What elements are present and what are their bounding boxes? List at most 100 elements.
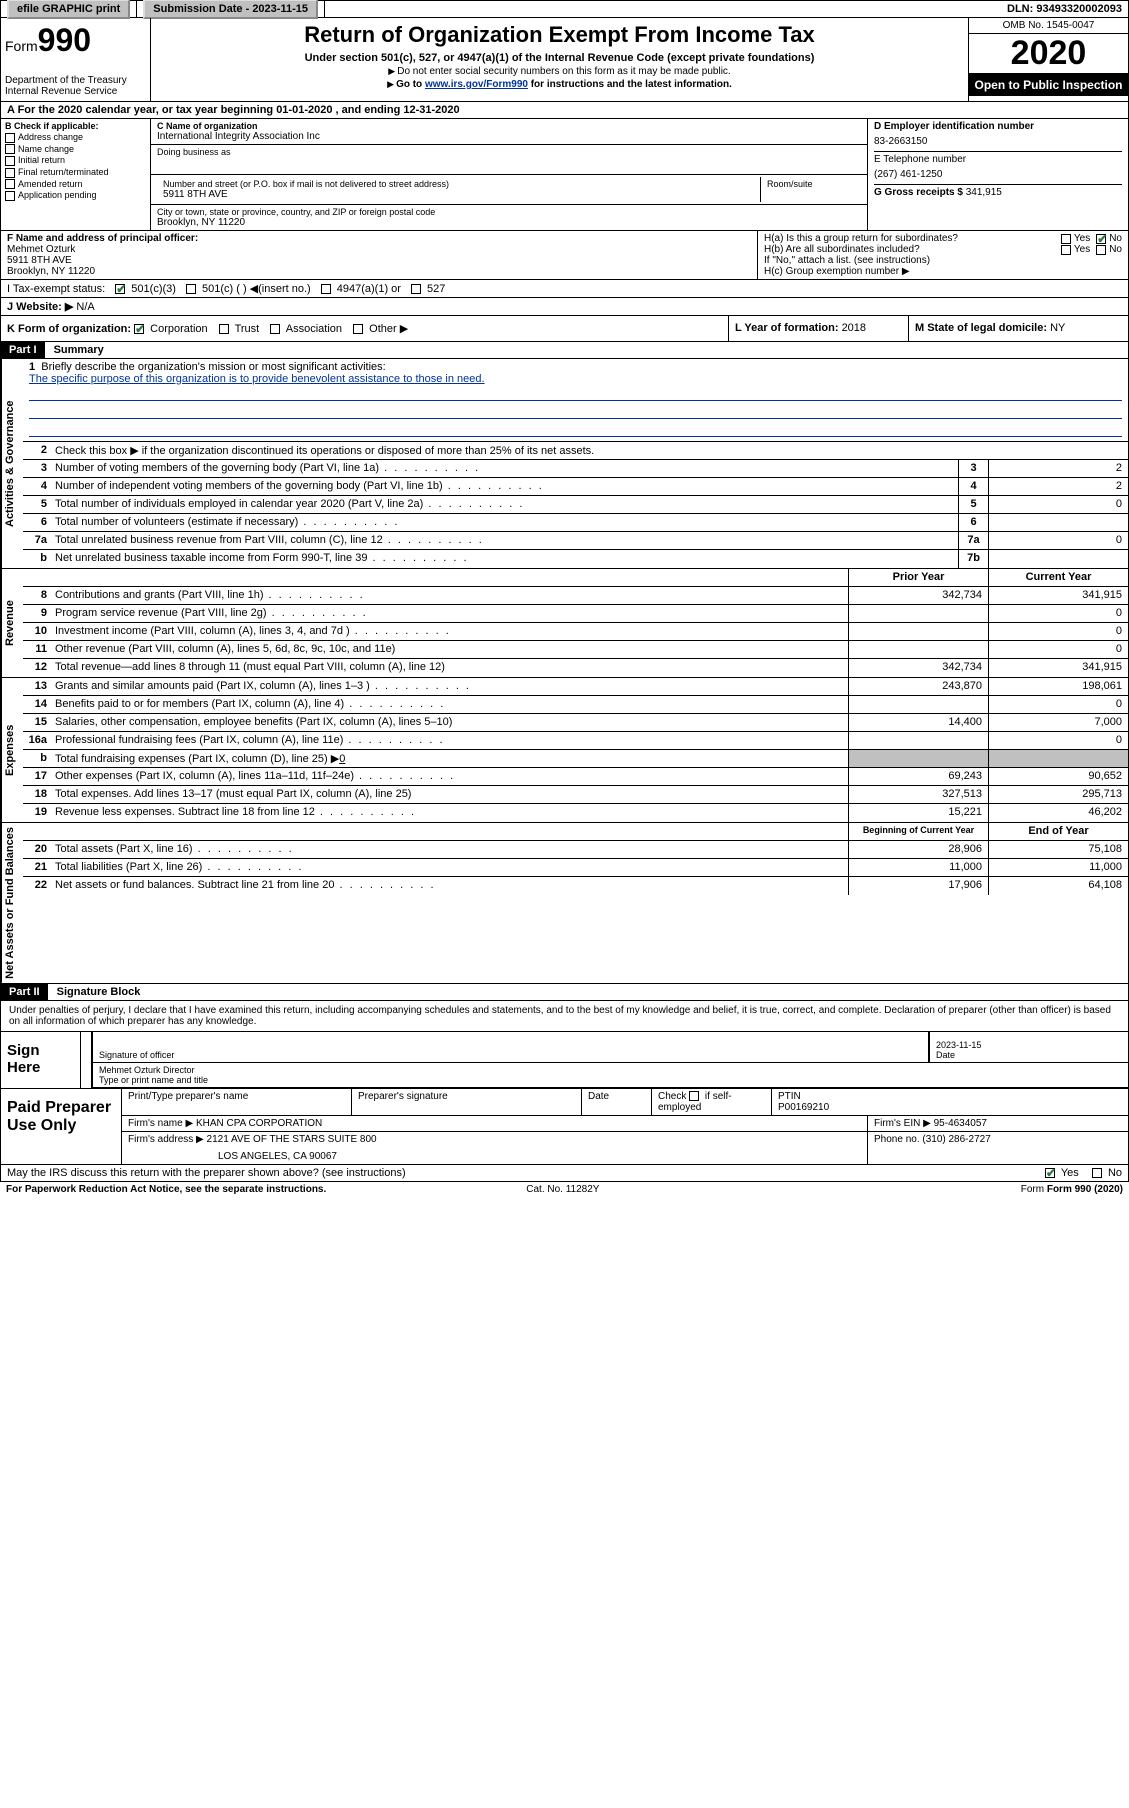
dept-text: Department of the Treasury Internal Reve… bbox=[5, 75, 146, 97]
discuss-row: May the IRS discuss this return with the… bbox=[0, 1165, 1129, 1182]
block-expenses: Expenses 13Grants and similar amounts pa… bbox=[0, 678, 1129, 823]
box-d: D Employer identification number 83-2663… bbox=[868, 119, 1128, 230]
l10: Investment income (Part VIII, column (A)… bbox=[55, 625, 350, 637]
note-goto-post: for instructions and the latest informat… bbox=[528, 79, 732, 90]
hb-label: H(b) Are all subordinates included? bbox=[764, 244, 1061, 255]
cb-amended-return[interactable]: Amended return bbox=[5, 179, 146, 190]
mission-blank bbox=[29, 423, 1122, 437]
prep-h5: PTINP00169210 bbox=[772, 1089, 1128, 1115]
cb-address-change[interactable]: Address change bbox=[5, 132, 146, 143]
discuss-no[interactable] bbox=[1092, 1168, 1102, 1178]
c15: 7,000 bbox=[988, 714, 1128, 731]
part1-title: Summary bbox=[48, 342, 110, 358]
website-value: N/A bbox=[76, 301, 94, 313]
l14: Benefits paid to or for members (Part IX… bbox=[55, 698, 344, 710]
paperwork-text: For Paperwork Reduction Act Notice, see … bbox=[6, 1184, 326, 1195]
cb-527[interactable] bbox=[411, 284, 421, 294]
cb-4947[interactable] bbox=[321, 284, 331, 294]
p18: 327,513 bbox=[848, 786, 988, 803]
submission-button[interactable]: Submission Date - 2023-11-15 bbox=[143, 0, 318, 19]
p16b-shaded bbox=[848, 750, 988, 767]
header-mid: Return of Organization Exempt From Incom… bbox=[151, 18, 968, 101]
sig-date-cell: 2023-11-15 Date bbox=[928, 1032, 1128, 1063]
l20: Total assets (Part X, line 16) bbox=[55, 843, 193, 855]
cb-trust[interactable] bbox=[219, 324, 229, 334]
section-bcd: B Check if applicable: Address change Na… bbox=[0, 119, 1129, 231]
p16a bbox=[848, 732, 988, 749]
footer: For Paperwork Reduction Act Notice, see … bbox=[0, 1182, 1129, 1197]
dln-text: DLN: 93493320002093 bbox=[1001, 1, 1128, 17]
discuss-text: May the IRS discuss this return with the… bbox=[7, 1167, 406, 1179]
part2-title: Signature Block bbox=[51, 984, 147, 1000]
c9: 0 bbox=[988, 605, 1128, 622]
p17: 69,243 bbox=[848, 768, 988, 785]
c19: 46,202 bbox=[988, 804, 1128, 822]
v7a: 0 bbox=[988, 532, 1128, 549]
irs-link[interactable]: www.irs.gov/Form990 bbox=[425, 79, 528, 90]
ha-no[interactable] bbox=[1096, 234, 1106, 244]
cb-assoc[interactable] bbox=[270, 324, 280, 334]
mission-link[interactable]: The specific purpose of this organizatio… bbox=[29, 373, 485, 385]
section-klm: K Form of organization: Corporation Trus… bbox=[0, 316, 1129, 342]
l3: Number of voting members of the governin… bbox=[55, 462, 379, 474]
cb-name-change[interactable]: Name change bbox=[5, 144, 146, 155]
sign-here-label: Sign Here bbox=[1, 1032, 81, 1088]
p12: 342,734 bbox=[848, 659, 988, 677]
form-ref: Form Form 990 (2020) bbox=[1021, 1184, 1123, 1195]
c8: 341,915 bbox=[988, 587, 1128, 604]
cb-corp[interactable] bbox=[134, 324, 144, 334]
inspection-label: Open to Public Inspection bbox=[969, 74, 1128, 96]
l13: Grants and similar amounts paid (Part IX… bbox=[55, 680, 370, 692]
part1-header: Part I Summary bbox=[0, 342, 1129, 359]
room-label: Room/suite bbox=[761, 177, 861, 202]
p15: 14,400 bbox=[848, 714, 988, 731]
l9: Program service revenue (Part VIII, line… bbox=[55, 607, 267, 619]
firm-addr-label: Firm's address ▶ bbox=[128, 1134, 204, 1145]
discuss-yes[interactable] bbox=[1045, 1168, 1055, 1178]
cb-final-return[interactable]: Final return/terminated bbox=[5, 167, 146, 178]
l17: Other expenses (Part IX, column (A), lin… bbox=[55, 770, 354, 782]
firm-label: Firm's name ▶ bbox=[128, 1118, 193, 1129]
gross-value: 341,915 bbox=[966, 187, 1002, 198]
section-fh: F Name and address of principal officer:… bbox=[0, 231, 1129, 280]
l11: Other revenue (Part VIII, column (A), li… bbox=[55, 643, 395, 655]
hb-yes[interactable] bbox=[1061, 245, 1071, 255]
c12: 341,915 bbox=[988, 659, 1128, 677]
period-row: A For the 2020 calendar year, or tax yea… bbox=[0, 102, 1129, 119]
cat-no: Cat. No. 11282Y bbox=[526, 1184, 599, 1195]
org-name: International Integrity Association Inc bbox=[157, 131, 861, 142]
status-row: I Tax-exempt status: 501(c)(3) 501(c) ( … bbox=[0, 280, 1129, 298]
firm-ein: 95-4634057 bbox=[934, 1118, 987, 1129]
cb-501c3[interactable] bbox=[115, 284, 125, 294]
vtab-revenue: Revenue bbox=[1, 569, 23, 677]
l7b: Net unrelated business taxable income fr… bbox=[55, 552, 367, 564]
p13: 243,870 bbox=[848, 678, 988, 695]
c18: 295,713 bbox=[988, 786, 1128, 803]
ein-label: D Employer identification number bbox=[874, 121, 1122, 132]
cb-initial-return[interactable]: Initial return bbox=[5, 155, 146, 166]
cb-other[interactable] bbox=[353, 324, 363, 334]
l12: Total revenue—add lines 8 through 11 (mu… bbox=[55, 661, 445, 673]
firm-ein-label: Firm's EIN ▶ bbox=[874, 1118, 931, 1129]
hb-no[interactable] bbox=[1096, 245, 1106, 255]
form-title: Return of Organization Exempt From Incom… bbox=[159, 22, 960, 48]
signature-block: Under penalties of perjury, I declare th… bbox=[0, 1001, 1129, 1089]
cb-application-pending[interactable]: Application pending bbox=[5, 190, 146, 201]
cb-self-employed[interactable] bbox=[689, 1091, 699, 1101]
officer-name: Mehmet Ozturk bbox=[7, 244, 751, 255]
v3: 2 bbox=[988, 460, 1128, 477]
cb-501c[interactable] bbox=[186, 284, 196, 294]
city-value: Brooklyn, NY 11220 bbox=[157, 217, 861, 228]
ha-yes[interactable] bbox=[1061, 234, 1071, 244]
addr-value: 5911 8TH AVE bbox=[163, 189, 754, 200]
p20: 28,906 bbox=[848, 841, 988, 858]
efile-button[interactable]: efile GRAPHIC print bbox=[7, 0, 130, 19]
hdr-curr: Current Year bbox=[988, 569, 1128, 586]
p14 bbox=[848, 696, 988, 713]
block-netassets: Net Assets or Fund Balances Beginning of… bbox=[0, 823, 1129, 984]
website-label: J Website: ▶ bbox=[7, 301, 73, 313]
form-header: Form990 Department of the Treasury Inter… bbox=[0, 18, 1129, 102]
firm-phone: (310) 286-2727 bbox=[922, 1134, 990, 1145]
l-value: 2018 bbox=[842, 322, 866, 334]
sig-officer-cell: Signature of officer bbox=[91, 1032, 928, 1063]
